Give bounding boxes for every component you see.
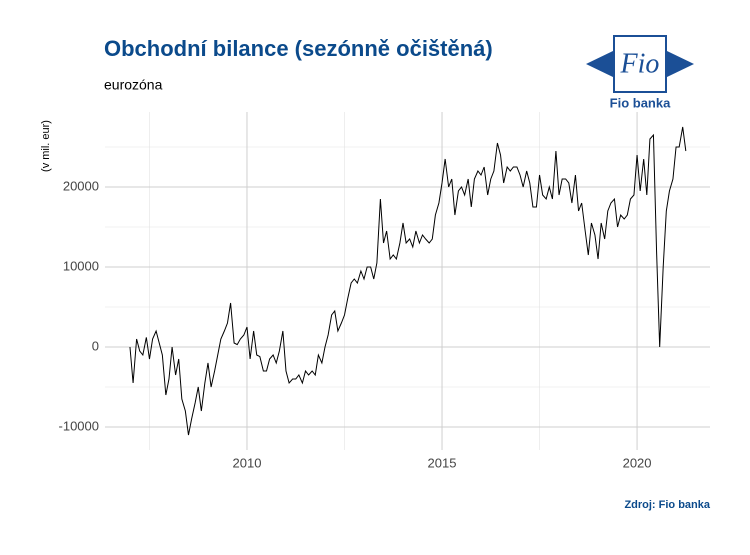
- x-tick-label: 2020: [623, 455, 652, 470]
- y-tick-label: 20000: [63, 178, 99, 193]
- y-tick-label: 0: [92, 338, 99, 353]
- x-tick-label: 2010: [233, 455, 262, 470]
- x-tick-label: 2015: [428, 455, 457, 470]
- logo: Fio Fio banka: [586, 35, 694, 110]
- y-tick-label: -10000: [59, 418, 99, 433]
- logo-text: Fio: [620, 48, 660, 79]
- chart-title: Obchodní bilance (sezónně očištěná): [104, 36, 493, 61]
- plot: -10000 0 10000 20000 2010 2015 2020: [59, 112, 710, 470]
- y-tick-label: 10000: [63, 258, 99, 273]
- source: Zdroj: Fio banka: [624, 499, 710, 511]
- logo-box: [613, 35, 667, 93]
- logo-caption: Fio banka: [610, 95, 671, 110]
- chart-subtitle: eurozóna: [104, 77, 163, 93]
- data-line: [129, 126, 687, 436]
- y-axis-label: (v mil. eur): [40, 120, 52, 172]
